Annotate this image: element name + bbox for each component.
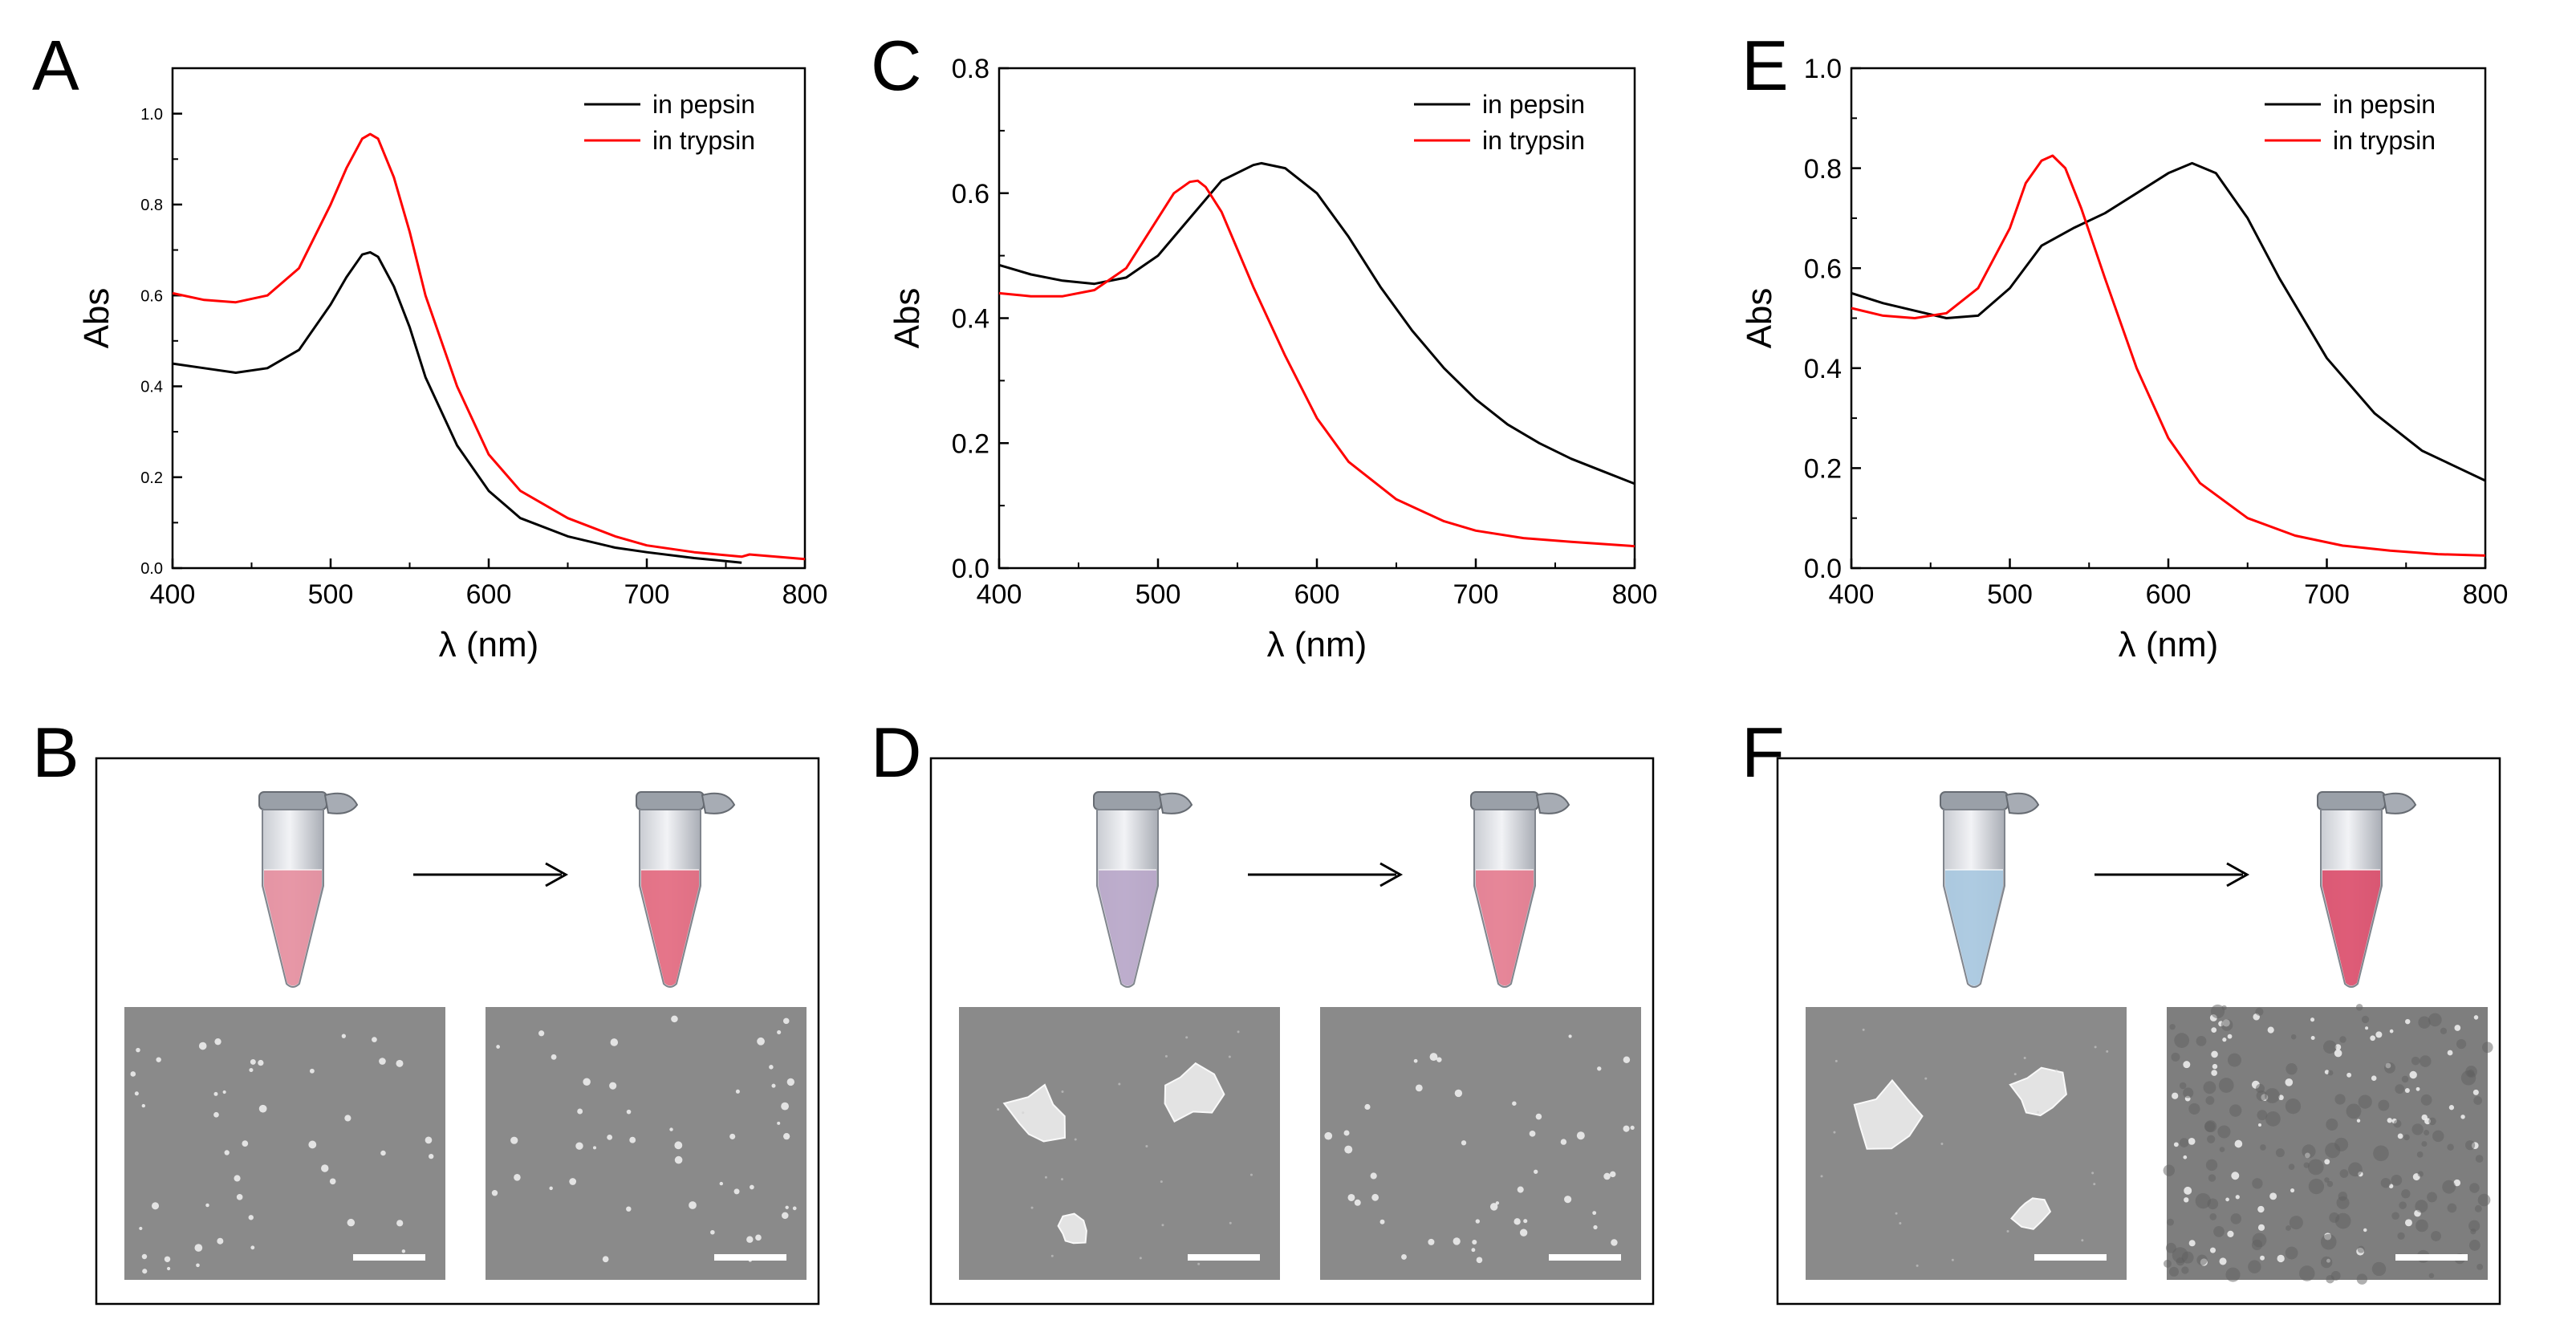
y-tick-label: 0.4 xyxy=(140,379,163,396)
scale-bar xyxy=(1549,1254,1621,1261)
x-axis-label: λ (nm) xyxy=(2119,625,2219,664)
panel-label-e: E xyxy=(1741,26,1789,105)
sample-tube-icon xyxy=(636,791,736,988)
x-tick-label: 600 xyxy=(1294,579,1340,610)
series-line-in-pepsin xyxy=(172,250,742,564)
scale-bar xyxy=(714,1254,786,1261)
y-tick-label: 0.6 xyxy=(1804,254,1842,284)
sem-micrograph xyxy=(2163,1004,2493,1285)
scale-bar xyxy=(1188,1254,1260,1261)
y-tick-label: 0.8 xyxy=(140,197,163,214)
y-tick-label: 0.8 xyxy=(952,54,989,84)
x-axis-label: λ (nm) xyxy=(1267,625,1367,664)
series-line-in-trypsin xyxy=(172,132,806,561)
arrow-right-icon xyxy=(1379,862,1404,887)
tube-liquid xyxy=(2322,870,2380,986)
tube-liquid xyxy=(264,870,322,986)
series-line-in-trypsin xyxy=(998,179,1635,548)
arrow-right-icon xyxy=(545,862,569,887)
sample-tube-icon xyxy=(258,791,359,988)
x-tick-label: 400 xyxy=(977,579,1022,610)
series-line-in-trypsin xyxy=(1851,154,2486,557)
panel-label-b: B xyxy=(32,713,79,792)
sample-tube-icon xyxy=(1470,791,1570,988)
scale-bar xyxy=(353,1254,425,1261)
y-tick-label: 0.0 xyxy=(1804,554,1842,584)
y-tick-label: 0.4 xyxy=(952,304,989,335)
y-axis-label: Abs xyxy=(888,288,927,349)
y-tick-label: 0.6 xyxy=(952,179,989,209)
x-tick-label: 700 xyxy=(624,579,670,610)
y-tick-label: 0.2 xyxy=(140,469,163,487)
x-tick-label: 700 xyxy=(2304,579,2350,610)
arrow-right-icon xyxy=(2226,862,2250,887)
legend-label: in trypsin xyxy=(2333,126,2436,155)
x-tick-label: 700 xyxy=(1453,579,1499,610)
panel-label-d: D xyxy=(871,713,922,792)
y-tick-label: 0.8 xyxy=(1804,154,1842,185)
legend-label: in trypsin xyxy=(1482,126,1585,155)
x-tick-label: 500 xyxy=(1987,579,2033,610)
sample-tube-icon xyxy=(1093,791,1193,988)
x-tick-label: 400 xyxy=(1829,579,1875,610)
sem-micrograph xyxy=(1320,1007,1641,1280)
y-axis-label: Abs xyxy=(1740,288,1779,349)
legend-label: in pepsin xyxy=(1482,90,1585,119)
x-tick-label: 800 xyxy=(782,579,828,610)
x-tick-label: 600 xyxy=(466,579,512,610)
sem-micrograph xyxy=(1806,1007,2127,1280)
series-line-in-pepsin xyxy=(1851,161,2486,482)
x-axis-label: λ (nm) xyxy=(439,625,539,664)
legend-label: in trypsin xyxy=(652,126,755,155)
legend-label: in pepsin xyxy=(2333,90,2436,119)
x-tick-label: 500 xyxy=(1136,579,1181,610)
scale-bar xyxy=(2034,1254,2107,1261)
y-tick-label: 0.2 xyxy=(1804,454,1842,485)
y-axis-label: Abs xyxy=(77,288,116,349)
chart-panel-a: 400 500 600 700 800 0.0 0.2 0.4 0.6 0.8 1.0 λ (nm) A… xyxy=(77,67,828,664)
legend-label: in pepsin xyxy=(652,90,755,119)
x-tick-label: 800 xyxy=(1612,579,1658,610)
sample-tube-icon xyxy=(1940,791,2040,988)
y-tick-label: 1.0 xyxy=(1804,54,1842,84)
sem-micrograph xyxy=(959,1007,1280,1280)
y-tick-label: 0.6 xyxy=(140,287,163,305)
panel-label-a: A xyxy=(32,26,79,105)
x-tick-label: 400 xyxy=(150,579,196,610)
tube-liquid xyxy=(1476,870,1534,986)
x-tick-label: 500 xyxy=(308,579,354,610)
y-tick-label: 1.0 xyxy=(140,106,163,124)
sem-micrograph xyxy=(124,1007,445,1280)
panel-label-c: C xyxy=(871,26,922,105)
chart-panel-c: 400 500 600 700 800 0.0 0.2 0.4 0.6 0.8 λ (nm) Abs i… xyxy=(888,54,1657,664)
scale-bar xyxy=(2395,1254,2468,1261)
image-panel-b xyxy=(95,757,820,1306)
y-tick-label: 0.0 xyxy=(952,554,989,584)
y-tick-label: 0.4 xyxy=(1804,354,1842,384)
y-tick-label: 0.0 xyxy=(140,560,163,578)
x-tick-label: 600 xyxy=(2146,579,2192,610)
sem-micrograph xyxy=(486,1007,807,1280)
chart-panel-e: 400 500 600 700 800 0.0 0.2 0.4 0.6 0.8 1.0 λ (nm) A… xyxy=(1740,54,2508,664)
tube-liquid xyxy=(641,870,699,986)
sample-tube-icon xyxy=(2317,791,2417,988)
image-panel-d xyxy=(929,757,1655,1306)
tube-liquid xyxy=(1099,870,1156,986)
series-line-in-pepsin xyxy=(998,161,1635,485)
x-tick-label: 800 xyxy=(2463,579,2509,610)
tube-liquid xyxy=(1945,870,2003,986)
y-tick-label: 0.2 xyxy=(952,428,989,459)
image-panel-f xyxy=(1776,757,2501,1306)
